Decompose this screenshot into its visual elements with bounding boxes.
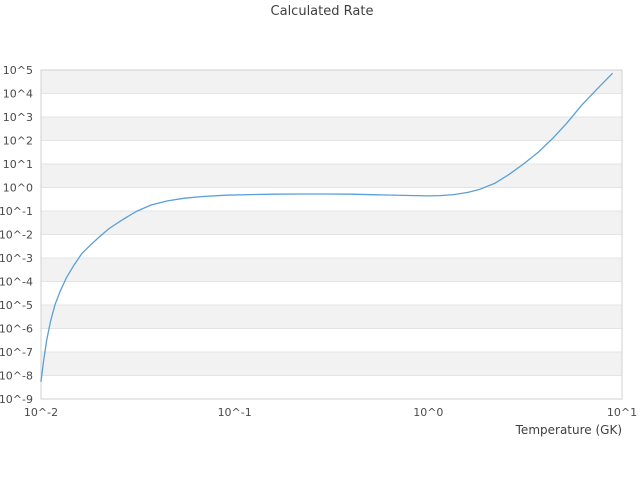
y-tick-label: 10^2 (3, 135, 33, 148)
y-tick-label: 10^-5 (0, 299, 33, 312)
chart-title: Calculated Rate (270, 4, 374, 19)
decade-band (41, 352, 622, 376)
decade-band (41, 93, 622, 117)
decade-band (41, 117, 622, 141)
decade-band (41, 140, 622, 164)
rate-line (40, 72, 613, 383)
y-tick-label: 10^5 (3, 64, 33, 77)
decade-band (41, 234, 622, 258)
decade-band (41, 328, 622, 352)
plot-border (40, 69, 623, 400)
y-tick-label: 10^4 (3, 88, 33, 101)
x-tick-label: 10^-1 (218, 406, 252, 419)
x-tick-label: 10^1 (607, 406, 637, 419)
y-tick-label: 10^-3 (0, 252, 33, 265)
y-tick-label: 10^-4 (0, 276, 33, 289)
y-tick-label: 10^-2 (0, 229, 33, 242)
y-tick-label: 10^-1 (0, 205, 33, 218)
y-tick-label: 10^-8 (0, 370, 33, 383)
y-tick-label: 10^1 (3, 158, 33, 171)
decade-band (41, 281, 622, 305)
y-tick-label: 10^-6 (0, 323, 33, 336)
y-tick-label: 10^-7 (0, 346, 33, 359)
x-axis-label: Temperature (GK) (515, 423, 622, 437)
y-tick-label: 10^0 (3, 182, 33, 195)
y-tick-label: 10^-9 (0, 393, 33, 406)
decade-band (41, 305, 622, 329)
x-tick-label: 10^0 (413, 406, 443, 419)
decade-band (41, 164, 622, 188)
y-tick-label: 10^3 (3, 111, 33, 124)
decade-band (41, 70, 622, 94)
decade-band (41, 258, 622, 282)
decade-band (41, 187, 622, 211)
decade-band (41, 375, 622, 399)
decade-band (41, 211, 622, 235)
x-tick-label: 10^-2 (24, 406, 58, 419)
